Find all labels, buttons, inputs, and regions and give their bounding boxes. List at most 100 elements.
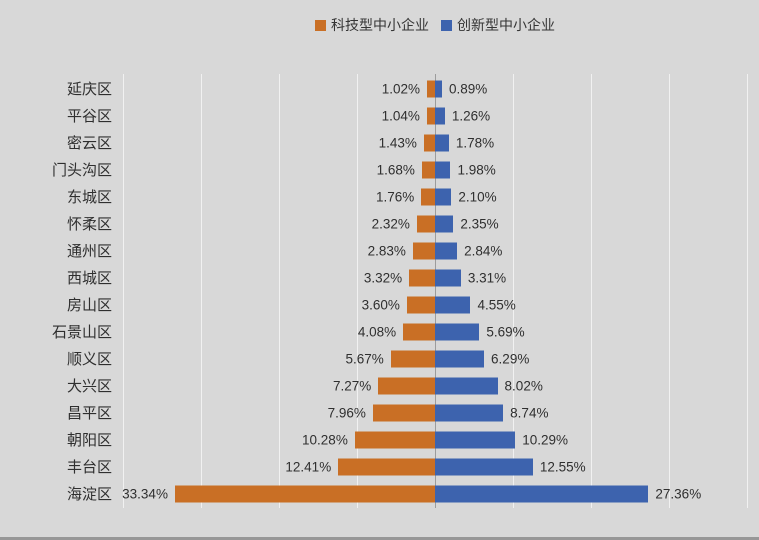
bar-tech [421, 188, 435, 205]
value-label-innovative: 2.10% [458, 189, 497, 204]
category-label: 大兴区 [66, 378, 112, 395]
legend-item-innovative: 创新型中小企业 [441, 15, 555, 35]
bar-row: 2.32% 2.35% [123, 210, 747, 237]
gridline [591, 74, 592, 508]
bar-row: 1.04% 1.26% [123, 102, 747, 129]
bar-row: 3.32% 3.31% [123, 264, 747, 291]
category-label: 海淀区 [66, 486, 112, 503]
value-label-innovative: 27.36% [655, 486, 702, 501]
value-label-innovative: 2.84% [464, 243, 503, 258]
bar-tech [423, 134, 435, 151]
bar-row: 12.41% 12.55% [123, 453, 747, 480]
bar-innovative [435, 107, 445, 124]
bar-row: 3.60% 4.55% [123, 291, 747, 318]
value-label-tech: 1.76% [376, 189, 415, 204]
bar-row: 1.02% 0.89% [123, 75, 747, 102]
category-label: 昌平区 [66, 405, 112, 422]
chart-legend: 科技型中小企业 创新型中小企业 [123, 14, 747, 36]
bar-innovative [435, 80, 442, 97]
bar-row: 33.34% 27.36% [122, 480, 747, 507]
bar-tech [174, 485, 435, 502]
bar-row: 7.96% 8.74% [123, 399, 747, 426]
category-label: 朝阳区 [66, 432, 112, 449]
bar-row: 4.08% 5.69% [123, 318, 747, 345]
gridline [123, 74, 124, 508]
bar-innovative [435, 377, 498, 394]
legend-item-tech: 科技型中小企业 [315, 15, 429, 35]
value-label-innovative: 10.29% [522, 432, 569, 447]
value-label-innovative: 8.02% [504, 378, 543, 393]
value-label-innovative: 3.31% [467, 270, 507, 285]
category-label: 通州区 [66, 243, 112, 260]
value-label-innovative: 12.55% [539, 459, 586, 474]
gridline [513, 74, 514, 508]
bar-innovative [435, 134, 449, 151]
legend-label-tech: 科技型中小企业 [331, 17, 429, 33]
bar-innovative [435, 269, 461, 286]
bar-innovative [435, 215, 454, 232]
category-label: 延庆区 [66, 81, 112, 98]
category-label: 门头沟区 [51, 162, 112, 179]
gridline [357, 74, 358, 508]
legend-label-innovative: 创新型中小企业 [457, 17, 555, 33]
value-label-tech: 1.04% [381, 108, 420, 123]
plot-area: 1.02% 0.89% 1.04% 1.26% 1.43% 1.78% 1.68% 1.98%… [122, 74, 748, 508]
bar-innovative [435, 485, 649, 502]
gridline [201, 74, 202, 508]
bar-row: 5.67% 6.29% [123, 345, 747, 372]
value-label-tech: 12.41% [285, 459, 332, 474]
value-label-tech: 7.27% [333, 378, 372, 393]
bar-row: 1.68% 1.98% [123, 156, 747, 183]
value-label-tech: 3.60% [361, 297, 400, 312]
bar-tech [390, 350, 435, 367]
bar-tech [409, 269, 435, 286]
value-label-tech: 3.32% [363, 270, 403, 285]
center-axis-line [435, 74, 436, 508]
value-label-innovative: 1.26% [451, 108, 491, 123]
bar-tech [426, 107, 435, 124]
value-label-tech: 1.02% [381, 81, 421, 96]
gridline [669, 74, 670, 508]
category-label: 东城区 [66, 189, 112, 206]
bar-row: 1.76% 2.10% [123, 183, 747, 210]
bar-tech [403, 323, 435, 340]
value-label-tech: 10.28% [302, 432, 348, 447]
category-label: 石景山区 [51, 324, 112, 341]
bar-innovative [435, 431, 516, 448]
bar-tech [416, 215, 435, 232]
bar-row: 7.27% 8.02% [123, 372, 747, 399]
bar-tech [421, 161, 435, 178]
value-label-innovative: 1.78% [455, 135, 495, 150]
bar-row: 10.28% 10.29% [123, 426, 747, 453]
value-label-innovative: 8.74% [510, 405, 549, 420]
value-label-innovative: 6.29% [491, 351, 530, 366]
bar-tech [427, 80, 435, 97]
value-label-innovative: 1.98% [457, 162, 496, 177]
category-label: 怀柔区 [66, 216, 112, 233]
value-label-innovative: 5.69% [486, 324, 525, 339]
category-label: 西城区 [66, 270, 112, 287]
value-label-tech: 7.96% [327, 405, 366, 420]
legend-swatch-blue-icon [441, 19, 452, 31]
value-label-tech: 4.08% [357, 324, 397, 339]
bar-innovative [435, 188, 452, 205]
bar-innovative [435, 296, 471, 313]
category-axis: 延庆区 平谷区 密云区 门头沟区 东城区 怀柔区 通州区 西城区 房山区 石景山区 顺义区 大兴区 昌平… [0, 75, 118, 507]
bar-innovative [435, 350, 485, 367]
bar-innovative [435, 161, 451, 178]
bar-tech [378, 377, 435, 394]
bar-tech [354, 431, 435, 448]
value-label-tech: 33.34% [122, 486, 168, 501]
value-label-tech: 1.68% [376, 162, 415, 177]
bar-innovative [435, 404, 504, 421]
value-label-tech: 5.67% [345, 351, 384, 366]
value-label-innovative: 2.35% [460, 216, 499, 231]
value-label-innovative: 0.89% [448, 81, 488, 96]
bar-innovative [435, 323, 480, 340]
bar-tech [406, 296, 435, 313]
bar-tech [372, 404, 435, 421]
category-label: 顺义区 [66, 351, 112, 368]
bar-tech [338, 458, 435, 475]
bar-innovative [435, 458, 533, 475]
